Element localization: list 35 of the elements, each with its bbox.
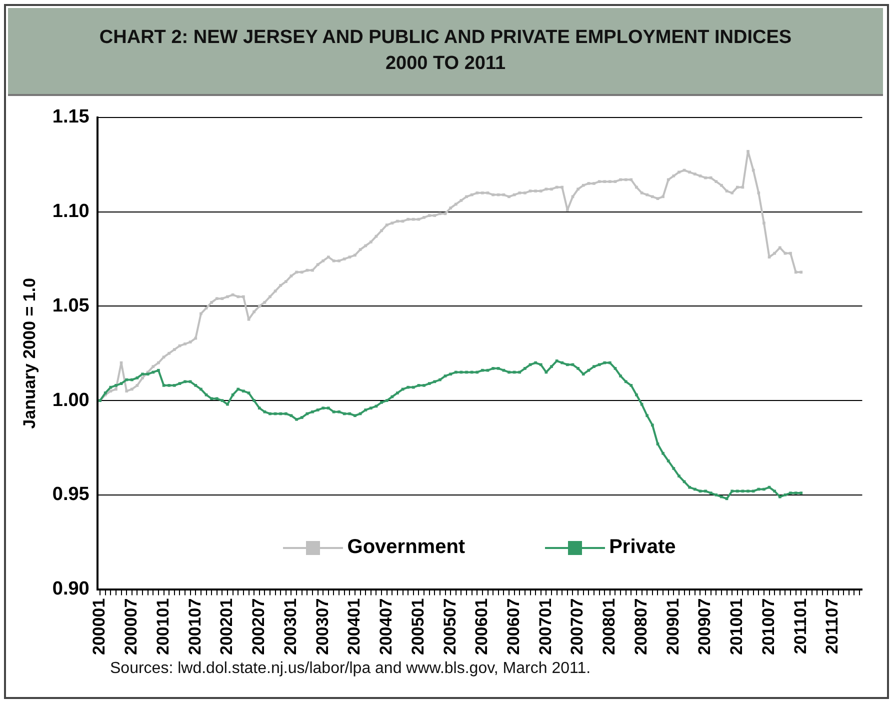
x-tick-label: 200901 — [663, 598, 682, 656]
x-tick-label: 200301 — [280, 598, 300, 656]
x-tick-label: 200407 — [376, 598, 396, 656]
y-tick-label: 1.00 — [52, 390, 90, 411]
y-tick-label: 1.10 — [52, 201, 90, 222]
x-tick-label: 200801 — [600, 598, 619, 656]
x-tick-label: 200907 — [695, 598, 714, 656]
x-tick-label: 201101 — [790, 598, 810, 654]
legend-label: Private — [609, 536, 676, 560]
source-note: Sources: lwd.dol.state.nj.us/labor/lpa and www.bls.gov, March 2011. — [110, 660, 591, 678]
x-tick-label: 200601 — [472, 598, 492, 656]
x-tick-label: 200107 — [185, 598, 204, 656]
x-tick-label: 200501 — [408, 598, 428, 656]
legend-label: Government — [347, 536, 466, 560]
y-tick-label: 0.90 — [52, 578, 90, 600]
x-tick-label: 200207 — [249, 598, 268, 656]
chart-title: CHART 2: NEW JERSEY AND PUBLIC AND PRIVATE EMPLOYMENT INDICES 2000 TO 2011 — [8, 8, 883, 96]
x-tick-label: 201001 — [727, 598, 746, 656]
x-tick-label: 200307 — [312, 598, 332, 656]
y-tick-label: 1.05 — [52, 295, 90, 316]
x-tick-label: 201007 — [758, 598, 778, 656]
x-tick-label: 200807 — [631, 598, 650, 656]
x-tick-label: 200007 — [122, 598, 141, 656]
x-tick-label: 200001 — [90, 598, 109, 656]
x-tick-label: 200507 — [440, 598, 460, 656]
x-tick-label: 200701 — [536, 598, 555, 656]
x-tick-label: 201107 — [822, 598, 842, 654]
x-tick-label: 200201 — [217, 598, 236, 656]
x-tick-label: 200707 — [568, 598, 587, 656]
x-tick-label: 200401 — [344, 598, 364, 656]
x-tick-label: 200607 — [504, 598, 524, 656]
y-axis-title: January 2000 = 1.0 — [20, 278, 39, 429]
y-tick-label: 0.95 — [52, 484, 90, 506]
x-tick-label: 200101 — [153, 598, 172, 656]
y-tick-label: 1.15 — [52, 106, 90, 128]
